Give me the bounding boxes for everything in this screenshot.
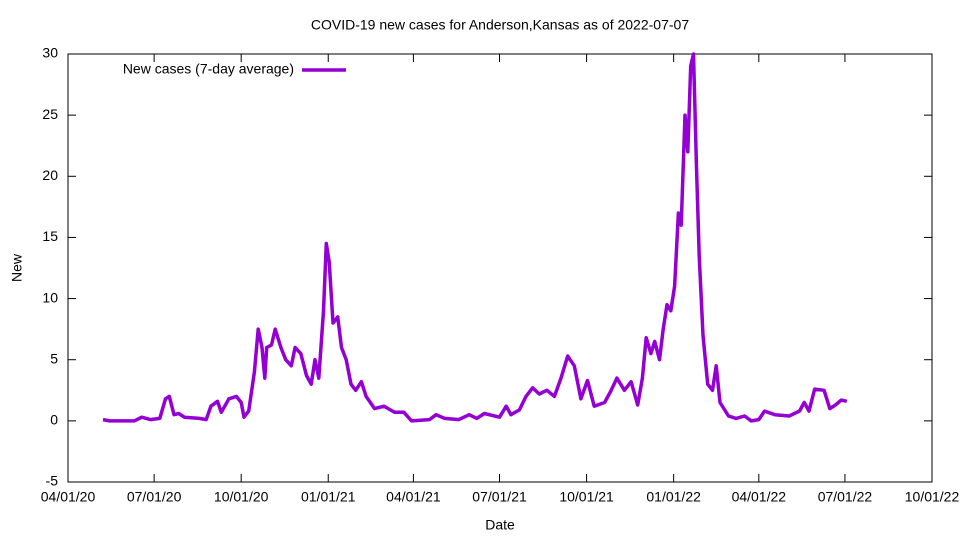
x-tick-label: 04/01/21 bbox=[386, 489, 441, 505]
x-tick-label: 04/01/20 bbox=[41, 489, 96, 505]
x-tick-label: 07/01/20 bbox=[127, 489, 182, 505]
y-tick-label: 5 bbox=[50, 350, 58, 366]
x-tick-label: 10/01/20 bbox=[214, 489, 269, 505]
y-tick-label: 20 bbox=[42, 167, 58, 183]
x-tick-label: 04/01/22 bbox=[732, 489, 787, 505]
y-tick-label: 30 bbox=[42, 45, 58, 61]
y-axis-label: New bbox=[9, 253, 25, 282]
y-tick-label: 25 bbox=[42, 106, 58, 122]
legend-label: New cases (7-day average) bbox=[123, 61, 294, 77]
x-tick-label: 10/01/22 bbox=[905, 489, 960, 505]
y-tick-label: 10 bbox=[42, 289, 58, 305]
x-tick-label: 07/01/22 bbox=[818, 489, 873, 505]
x-tick-label: 10/01/21 bbox=[559, 489, 614, 505]
x-tick-label: 07/01/21 bbox=[472, 489, 527, 505]
y-tick-label: 0 bbox=[50, 412, 58, 428]
x-axis-label: Date bbox=[485, 517, 515, 533]
x-tick-label: 01/01/22 bbox=[646, 489, 701, 505]
x-tick-label: 01/01/21 bbox=[301, 489, 356, 505]
chart-title: COVID-19 new cases for Anderson,Kansas a… bbox=[311, 17, 689, 33]
y-tick-label: 15 bbox=[42, 228, 58, 244]
y-tick-label: -5 bbox=[46, 473, 59, 489]
data-line bbox=[102, 52, 848, 423]
